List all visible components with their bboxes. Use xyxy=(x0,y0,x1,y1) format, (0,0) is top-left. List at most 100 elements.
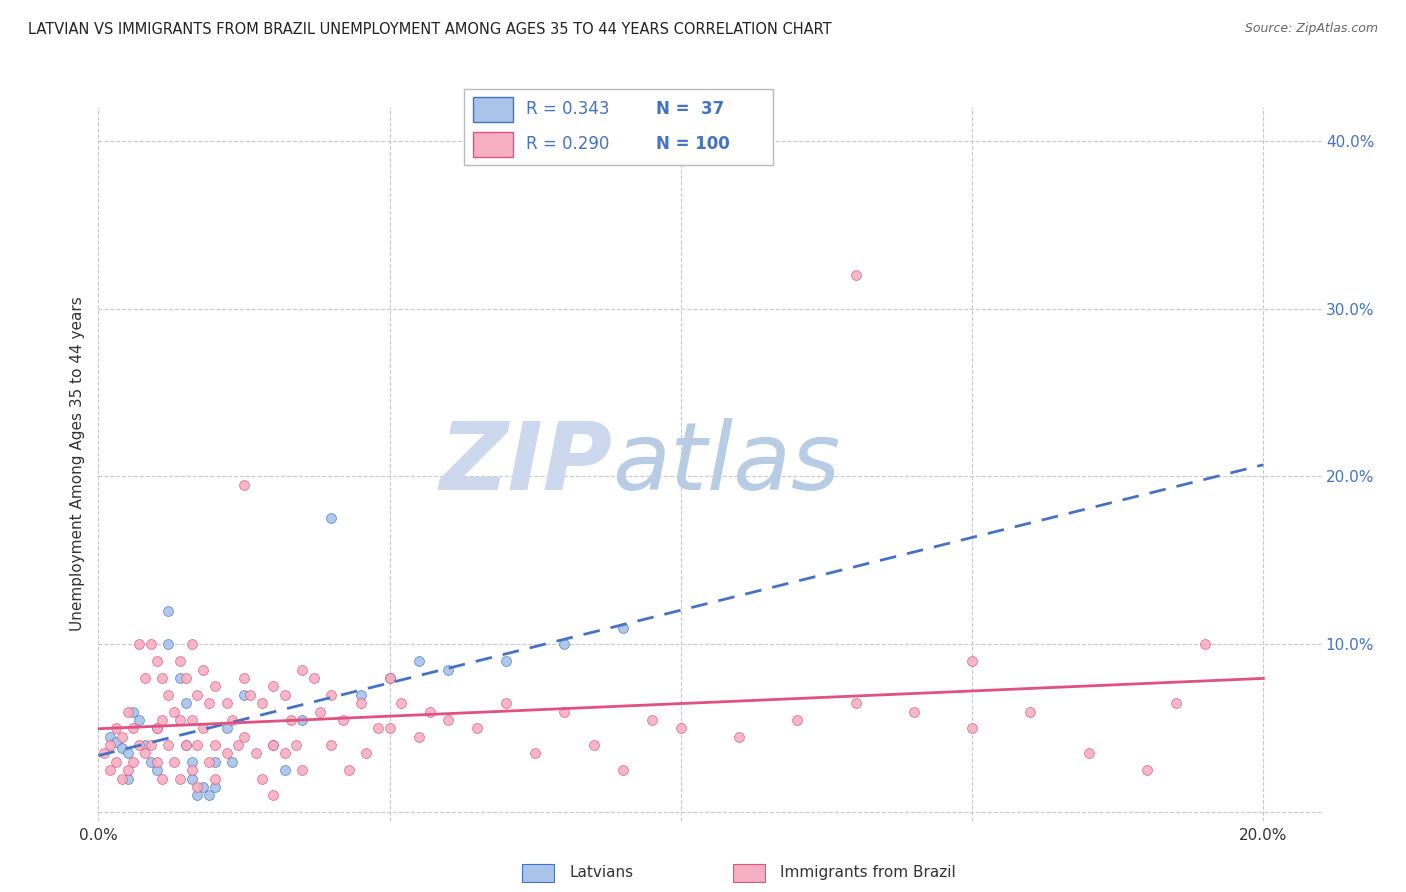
Point xyxy=(186,688,208,702)
Point xyxy=(180,755,202,769)
Point xyxy=(169,654,191,668)
Point xyxy=(111,772,134,786)
Point xyxy=(367,721,389,735)
Point xyxy=(186,789,208,803)
Point xyxy=(157,637,180,651)
Point xyxy=(408,730,430,744)
Point xyxy=(163,705,186,719)
Point xyxy=(389,696,412,710)
Point xyxy=(174,738,197,752)
Text: R = 0.290: R = 0.290 xyxy=(526,136,609,153)
Point xyxy=(215,747,238,761)
Point xyxy=(349,688,371,702)
Point xyxy=(104,755,127,769)
Point xyxy=(349,696,371,710)
Point xyxy=(145,764,167,778)
Point xyxy=(152,772,174,786)
Point xyxy=(134,747,156,761)
Point xyxy=(180,772,202,786)
Point xyxy=(728,730,751,744)
Point xyxy=(302,671,325,685)
Point xyxy=(250,772,273,786)
Point xyxy=(245,747,267,761)
FancyBboxPatch shape xyxy=(733,864,765,882)
Point xyxy=(233,730,256,744)
Point xyxy=(157,738,180,752)
Point xyxy=(98,738,121,752)
Point xyxy=(117,705,139,719)
Text: atlas: atlas xyxy=(612,418,841,509)
Point xyxy=(233,671,256,685)
Point xyxy=(128,713,150,727)
Point xyxy=(221,755,243,769)
Point xyxy=(204,780,226,794)
Point xyxy=(465,721,488,735)
Point xyxy=(145,755,167,769)
Point xyxy=(139,755,162,769)
Point xyxy=(204,738,226,752)
Point xyxy=(845,696,868,710)
Text: Latvians: Latvians xyxy=(569,865,634,880)
Point xyxy=(98,764,121,778)
Point xyxy=(262,738,284,752)
Point xyxy=(174,696,197,710)
Point xyxy=(495,654,517,668)
Point xyxy=(111,730,134,744)
Text: N =  37: N = 37 xyxy=(655,100,724,119)
Point xyxy=(174,738,197,752)
Point xyxy=(163,755,186,769)
Point xyxy=(239,688,262,702)
FancyBboxPatch shape xyxy=(522,864,554,882)
FancyBboxPatch shape xyxy=(474,132,513,158)
Point xyxy=(215,721,238,735)
Point xyxy=(262,679,284,693)
Point xyxy=(291,713,314,727)
Point xyxy=(221,713,243,727)
Point xyxy=(291,764,314,778)
Point xyxy=(157,688,180,702)
Point xyxy=(128,637,150,651)
Point xyxy=(1194,637,1216,651)
Point xyxy=(786,713,808,727)
Point xyxy=(215,696,238,710)
Point xyxy=(145,721,167,735)
Point xyxy=(274,688,297,702)
Point xyxy=(117,747,139,761)
Point xyxy=(553,637,575,651)
Point xyxy=(152,713,174,727)
Point xyxy=(1136,764,1159,778)
Point xyxy=(524,747,547,761)
Text: ZIP: ZIP xyxy=(439,417,612,510)
FancyBboxPatch shape xyxy=(474,97,513,122)
Point xyxy=(1077,747,1099,761)
Point xyxy=(321,738,343,752)
Point xyxy=(437,713,460,727)
Y-axis label: Unemployment Among Ages 35 to 44 years: Unemployment Among Ages 35 to 44 years xyxy=(70,296,86,632)
Point xyxy=(180,764,202,778)
Point xyxy=(495,696,517,710)
Point xyxy=(378,721,401,735)
Point xyxy=(198,789,221,803)
Point xyxy=(122,721,145,735)
Point xyxy=(437,663,460,677)
Point xyxy=(1164,696,1187,710)
Text: Immigrants from Brazil: Immigrants from Brazil xyxy=(780,865,956,880)
Point xyxy=(204,679,226,693)
Point xyxy=(960,721,983,735)
Point xyxy=(262,789,284,803)
Point xyxy=(612,764,634,778)
Point xyxy=(98,730,121,744)
Point xyxy=(378,671,401,685)
Point xyxy=(128,738,150,752)
Point xyxy=(198,696,221,710)
Point xyxy=(111,741,134,756)
Point xyxy=(193,721,215,735)
Point xyxy=(139,637,162,651)
Point xyxy=(669,721,692,735)
Point xyxy=(169,772,191,786)
Point xyxy=(145,654,167,668)
Point xyxy=(274,764,297,778)
Point xyxy=(122,705,145,719)
Point xyxy=(641,713,664,727)
Point xyxy=(845,268,868,282)
